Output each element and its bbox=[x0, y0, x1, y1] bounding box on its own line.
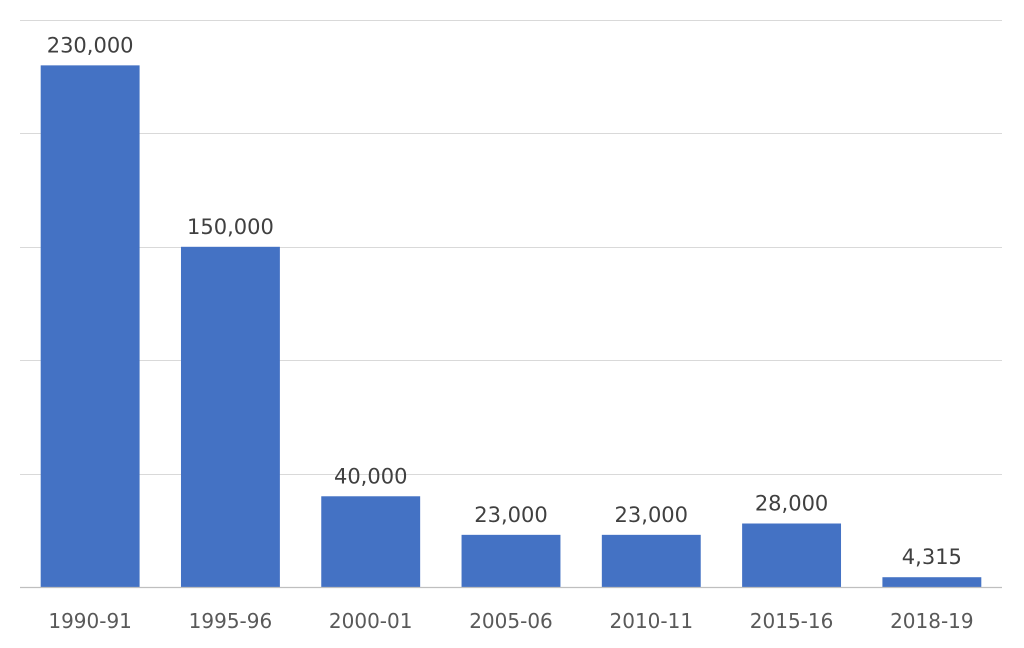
x-tick-labels: 1990-91 1995-96 2000-01 2005-06 2010-11 2015-… bbox=[48, 609, 973, 633]
x-tick-label-2018-19: 2018-19 bbox=[890, 609, 974, 633]
bar-1990-91 bbox=[40, 65, 140, 588]
x-tick-label-1990-91: 1990-91 bbox=[48, 609, 132, 633]
bar-2015-16 bbox=[742, 523, 842, 587]
data-label-1990-91: 230,000 bbox=[47, 33, 134, 57]
bar-2000-01 bbox=[321, 496, 421, 587]
data-label-2018-19: 4,315 bbox=[902, 545, 962, 569]
x-tick-label-2010-11: 2010-11 bbox=[610, 609, 694, 633]
x-tick-label-2005-06: 2005-06 bbox=[469, 609, 553, 633]
x-tick-label-2015-16: 2015-16 bbox=[750, 609, 834, 633]
x-tick-label-2000-01: 2000-01 bbox=[329, 609, 413, 633]
data-label-1995-96: 150,000 bbox=[187, 215, 274, 239]
data-label-2000-01: 40,000 bbox=[334, 464, 407, 488]
data-labels: 230,000 150,000 40,000 23,000 23,000 28,000 4,… bbox=[47, 33, 962, 569]
bar-2018-19 bbox=[882, 577, 982, 587]
gridlines bbox=[20, 20, 1002, 475]
bar-2005-06 bbox=[461, 534, 561, 587]
data-label-2005-06: 23,000 bbox=[474, 503, 547, 527]
data-label-2015-16: 28,000 bbox=[755, 492, 828, 516]
bar-2010-11 bbox=[601, 534, 701, 587]
x-tick-label-1995-96: 1995-96 bbox=[189, 609, 273, 633]
bars bbox=[40, 65, 982, 588]
bar-1995-96 bbox=[180, 246, 280, 588]
data-label-2010-11: 23,000 bbox=[615, 503, 688, 527]
